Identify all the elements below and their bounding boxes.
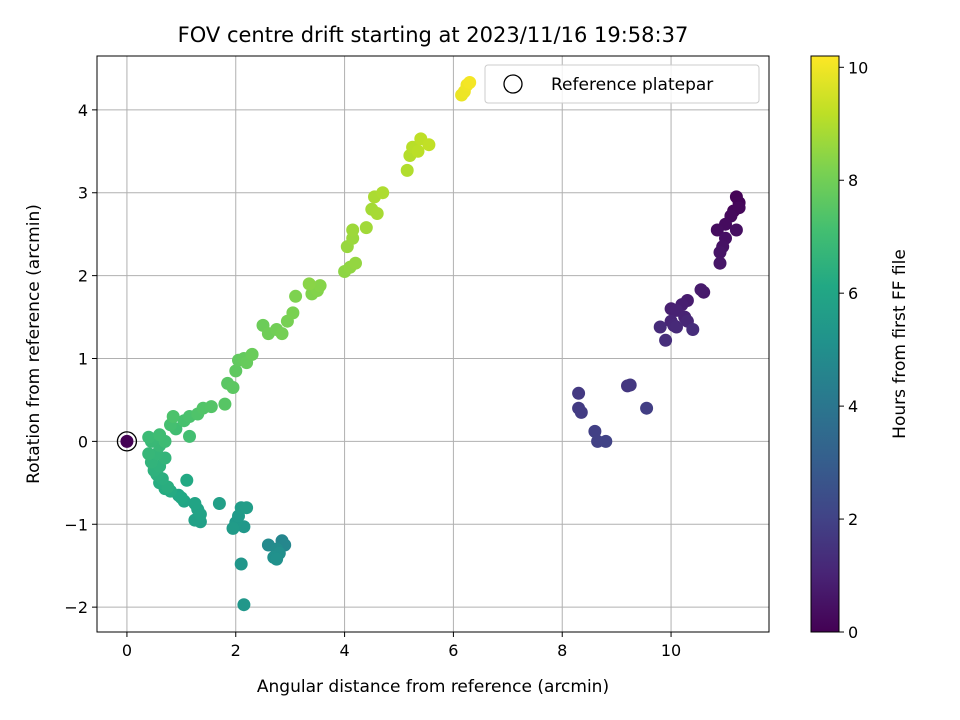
data-point — [670, 320, 683, 334]
data-point — [713, 245, 727, 259]
reference-ring — [116, 431, 138, 452]
chart-title: FOV centre drift starting at 2023/11/16 … — [178, 23, 689, 47]
data-point — [686, 323, 700, 336]
data-point — [153, 428, 167, 442]
data-point — [142, 447, 156, 461]
data-point — [376, 186, 390, 200]
x-tick-label: 4 — [339, 641, 349, 660]
y-tick-label: −2 — [64, 598, 88, 617]
y-tick-label: 1 — [78, 350, 88, 369]
data-point — [183, 429, 196, 443]
reference-marker-group — [116, 431, 138, 452]
colorbar-gradient — [810, 55, 840, 633]
data-point — [313, 279, 327, 293]
data-point — [713, 256, 727, 270]
y-tick-label: 0 — [78, 432, 88, 451]
data-point — [640, 401, 654, 415]
x-tick-label: 6 — [448, 641, 458, 660]
data-point — [349, 256, 362, 270]
x-ticks: 0 2 4 6 8 10 — [122, 632, 681, 660]
data-point — [229, 364, 243, 378]
data-point — [270, 552, 284, 566]
data-point — [245, 347, 259, 361]
colorbar-tick-label: 0 — [848, 623, 858, 642]
data-point — [346, 223, 360, 237]
data-point — [588, 424, 602, 438]
colorbar-tick-label: 4 — [848, 397, 858, 416]
legend: Reference platepar — [484, 64, 760, 104]
data-point — [226, 381, 240, 394]
y-tick-label: −1 — [64, 515, 88, 534]
data-point — [212, 497, 226, 510]
data-point — [422, 138, 436, 152]
y-axis-label: Rotation from reference (arcmin) — [24, 204, 44, 484]
data-point — [302, 277, 316, 291]
legend-marker — [503, 74, 523, 94]
data-point — [710, 223, 724, 237]
data-point — [463, 76, 477, 89]
colorbar-tick-label: 6 — [848, 284, 858, 303]
y-tick-label: 2 — [78, 267, 88, 286]
x-tick-label: 10 — [661, 641, 681, 660]
y-tick-label: 3 — [78, 184, 88, 203]
data-point — [142, 430, 156, 444]
plot-frame — [96, 55, 770, 633]
x-axis-label: Angular distance from reference (arcmin) — [257, 677, 609, 697]
colorbar: 0 2 4 6 8 10 Hours from first FF file — [810, 55, 910, 642]
data-point — [237, 598, 251, 612]
data-point — [729, 223, 743, 237]
data-point — [574, 405, 588, 419]
x-tick-label: 0 — [122, 641, 132, 660]
data-point — [623, 378, 637, 392]
colorbar-tick-label: 10 — [848, 58, 868, 77]
data-point — [370, 207, 384, 220]
data-point — [599, 434, 613, 448]
data-point — [275, 327, 289, 341]
data-points — [142, 76, 746, 612]
data-point — [411, 144, 425, 158]
legend-box — [484, 64, 760, 104]
data-point — [286, 306, 300, 320]
data-point — [659, 333, 673, 347]
data-point — [180, 473, 194, 487]
grid-lines — [97, 56, 769, 632]
data-point — [289, 289, 303, 303]
data-point — [218, 397, 232, 411]
data-point — [204, 400, 218, 414]
data-point — [226, 521, 240, 535]
data-point — [732, 201, 746, 215]
colorbar-ticks: 0 2 4 6 8 10 — [839, 58, 868, 642]
data-point — [359, 221, 373, 235]
data-point — [240, 501, 254, 515]
x-tick-label: 2 — [231, 641, 241, 660]
data-point — [188, 497, 202, 510]
x-tick-label: 8 — [557, 641, 567, 660]
data-point — [572, 386, 586, 400]
data-point — [234, 557, 248, 571]
legend-entry: Reference platepar — [551, 75, 713, 95]
data-point — [193, 507, 207, 521]
reference-point — [120, 434, 134, 448]
data-point — [653, 320, 667, 334]
data-point — [166, 410, 180, 423]
y-tick-label: 4 — [78, 101, 88, 120]
y-ticks: −2 −1 0 1 2 3 4 — [64, 101, 97, 617]
data-point — [694, 283, 708, 297]
data-point — [174, 491, 188, 505]
colorbar-label: Hours from first FF file — [890, 249, 910, 439]
data-point — [400, 163, 414, 177]
colorbar-tick-label: 2 — [848, 510, 858, 529]
colorbar-tick-label: 8 — [848, 171, 858, 190]
